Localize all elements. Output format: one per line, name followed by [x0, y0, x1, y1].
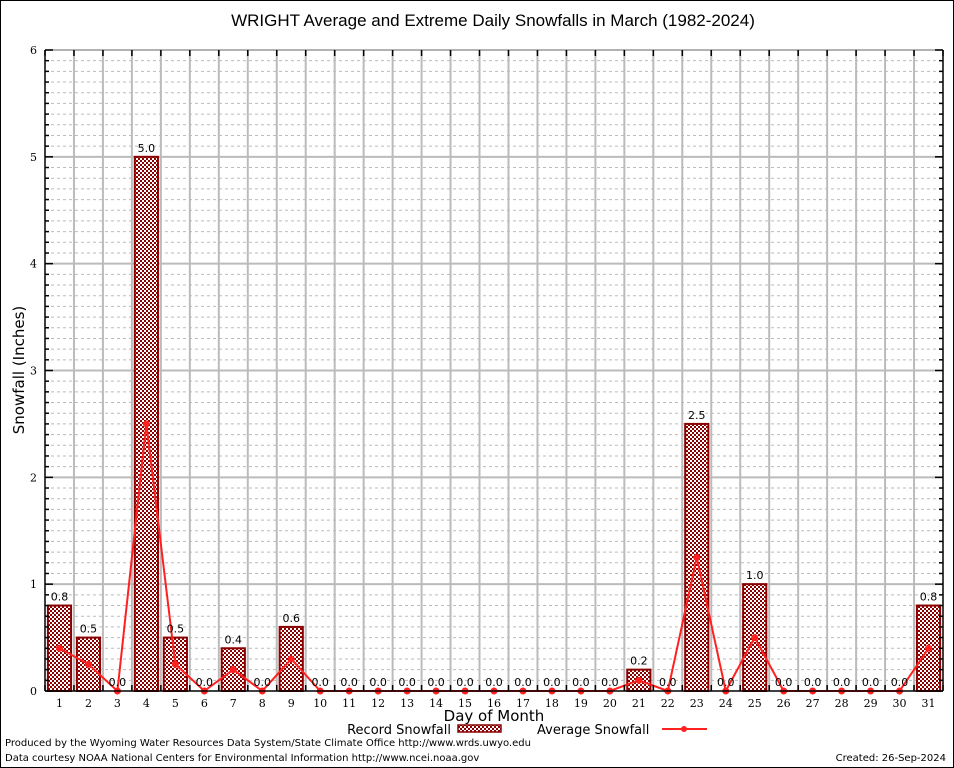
x-tick-label: 30 — [893, 697, 907, 710]
record-data-label: 0.0 — [891, 676, 909, 689]
grid — [45, 50, 943, 691]
x-tick-label: 8 — [259, 697, 266, 710]
x-tick-label: 5 — [172, 697, 179, 710]
average-point — [171, 660, 179, 668]
x-tick-label: 31 — [922, 697, 936, 710]
record-data-label: 0.6 — [282, 612, 300, 625]
y-tick-label: 4 — [30, 258, 37, 271]
record-data-label: 0.0 — [775, 676, 793, 689]
footer-created: Created: 26-Sep-2024 — [835, 753, 946, 764]
record-data-label: 0.0 — [196, 676, 214, 689]
x-tick-label: 3 — [114, 697, 121, 710]
record-data-label: 0.0 — [456, 676, 474, 689]
axes — [44, 49, 944, 692]
x-tick-label: 6 — [201, 697, 208, 710]
x-tick-label: 23 — [690, 697, 704, 710]
x-tick-label: 22 — [661, 697, 675, 710]
footer-data-courtesy: Data courtesy NOAA National Centers for … — [5, 753, 480, 764]
y-tick-label: 5 — [30, 151, 37, 164]
record-data-label: 0.8 — [51, 591, 69, 604]
record-data-label: 0.0 — [717, 676, 735, 689]
x-tick-label: 11 — [342, 697, 356, 710]
x-tick-label: 25 — [748, 697, 762, 710]
x-tick-label: 29 — [864, 697, 878, 710]
legend-average-label: Average Snowfall — [537, 723, 649, 738]
record-data-label: 0.5 — [80, 623, 98, 636]
x-tick-label: 4 — [143, 697, 150, 710]
x-tick-label: 7 — [230, 697, 237, 710]
record-data-label: 0.0 — [109, 676, 127, 689]
average-point — [635, 676, 643, 684]
record-data-label: 0.2 — [630, 655, 648, 668]
x-tick-label: 26 — [777, 697, 791, 710]
x-axis-label: Day of Month — [444, 707, 545, 725]
x-tick-label: 16 — [487, 697, 501, 710]
record-data-label: 0.0 — [485, 676, 503, 689]
record-data-label: 0.0 — [254, 676, 272, 689]
average-point — [693, 553, 701, 561]
x-tick-label: 10 — [313, 697, 327, 710]
average-point — [142, 420, 150, 428]
x-tick-label: 27 — [806, 697, 820, 710]
x-tick-label: 9 — [288, 697, 295, 710]
x-tick-label: 21 — [632, 697, 646, 710]
data-labels: 0.8 0.5 0.0 5.0 0.5 0.0 0.4 0.0 0.6 0.0 0.0 0.0 0.0 0… — [51, 142, 938, 689]
record-data-label: 1.0 — [746, 569, 764, 582]
footer-produced-by: Produced by the Wyoming Water Resources … — [5, 738, 531, 749]
record-data-label: 0.0 — [601, 676, 619, 689]
y-tick-label: 2 — [30, 471, 37, 484]
record-data-label: 2.5 — [688, 409, 706, 422]
average-point — [55, 644, 63, 652]
x-tick-label: 17 — [516, 697, 530, 710]
x-tick-label: 19 — [574, 697, 588, 710]
record-data-label: 0.0 — [833, 676, 851, 689]
y-tick-label: 6 — [30, 44, 37, 57]
x-tick-label: 24 — [719, 697, 733, 710]
legend-average-marker — [681, 726, 687, 732]
legend-record-swatch — [457, 724, 502, 733]
x-tick-label: 20 — [603, 697, 617, 710]
legend: Record Snowfall Average Snowfall — [347, 723, 707, 738]
record-data-label: 0.0 — [659, 676, 677, 689]
y-tick-label: 1 — [30, 578, 37, 591]
average-point — [751, 634, 759, 642]
record-data-label: 0.0 — [862, 676, 880, 689]
record-data-label: 0.0 — [543, 676, 561, 689]
record-data-label: 0.0 — [427, 676, 445, 689]
x-tick-label: 13 — [400, 697, 414, 710]
x-tick-label: 12 — [371, 697, 385, 710]
average-point — [925, 644, 933, 652]
record-data-label: 0.0 — [311, 676, 329, 689]
record-data-label: 0.0 — [804, 676, 822, 689]
average-point — [229, 666, 237, 674]
record-data-label: 0.0 — [340, 676, 358, 689]
record-data-label: 0.4 — [225, 633, 243, 646]
record-data-label: 0.0 — [369, 676, 387, 689]
x-tick-label: 1 — [56, 697, 63, 710]
record-data-label: 5.0 — [138, 142, 156, 155]
record-data-label: 0.5 — [167, 623, 185, 636]
chart-title: WRIGHT Average and Extreme Daily Snowfal… — [231, 11, 755, 30]
record-data-label: 0.0 — [398, 676, 416, 689]
x-tick-label: 2 — [85, 697, 92, 710]
average-point — [287, 655, 295, 663]
record-data-label: 0.8 — [920, 591, 938, 604]
y-tick-label: 3 — [30, 365, 37, 378]
legend-record-label: Record Snowfall — [347, 723, 451, 738]
y-axis-label: Snowfall (Inches) — [10, 306, 28, 434]
x-tick-label: 15 — [458, 697, 472, 710]
y-tick-label: 0 — [30, 685, 37, 698]
average-point — [84, 660, 92, 668]
x-tick-label: 14 — [429, 697, 443, 710]
record-bars — [46, 155, 942, 693]
record-data-label: 0.0 — [514, 676, 532, 689]
x-tick-label: 18 — [545, 697, 559, 710]
record-data-label: 0.0 — [572, 676, 590, 689]
x-tick-label: 28 — [835, 697, 849, 710]
